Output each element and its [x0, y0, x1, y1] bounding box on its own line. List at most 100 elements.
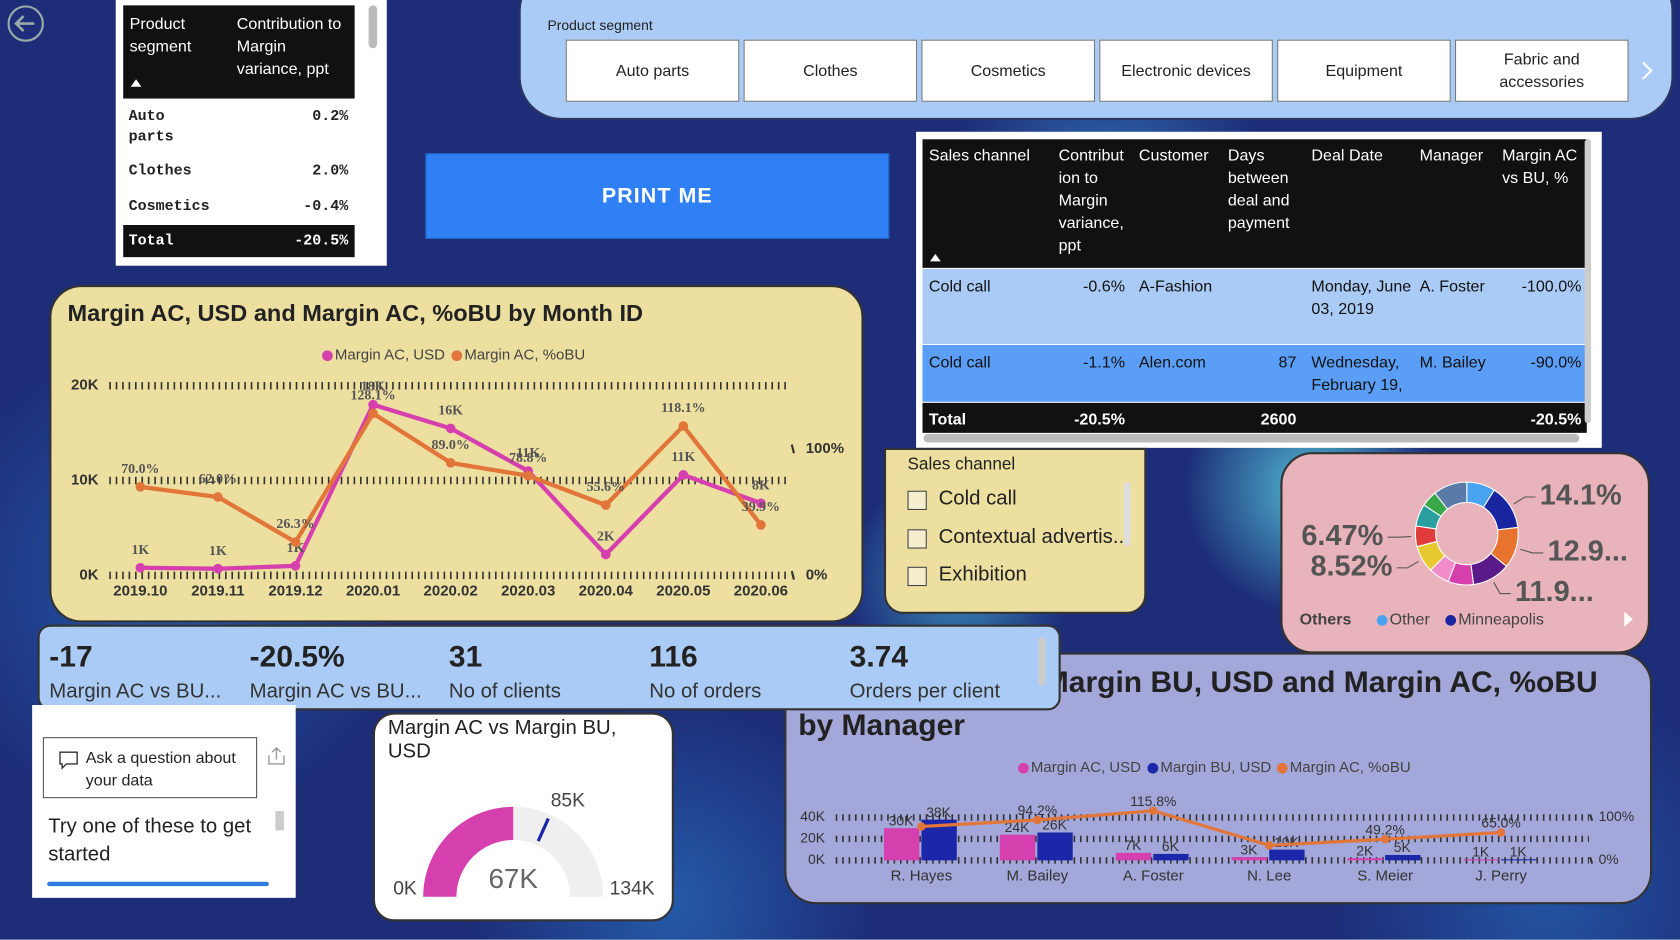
matrix-row-value: -0.4%: [303, 198, 349, 216]
data-label: 11.9...: [1515, 576, 1594, 608]
slicer-button[interactable]: Equipment: [1277, 39, 1451, 102]
checkbox[interactable]: [907, 566, 927, 587]
scrollbar: [1584, 139, 1592, 424]
bar: [1347, 858, 1384, 861]
legend-marker: [1147, 762, 1159, 774]
data-label: 8K: [752, 478, 770, 493]
slicer-button[interactable]: Cosmetics: [921, 39, 1096, 102]
kpi-value: -17: [49, 639, 93, 673]
y-tick-label: 10K: [71, 472, 99, 489]
legend-label: Minneapolis: [1458, 611, 1544, 629]
x-tick-label: 2020.01: [346, 582, 400, 599]
legend-label: Margin AC, %oBU: [464, 347, 585, 364]
max-label: 134K: [610, 878, 655, 899]
kpi-label: No of orders: [649, 680, 762, 703]
y-tick-label: 0K: [79, 566, 98, 583]
checkbox[interactable]: [907, 490, 927, 511]
table-header-cell: Days between deal and payment: [1227, 146, 1290, 233]
bar: [1385, 855, 1421, 861]
table-row: [922, 345, 1587, 402]
x-tick-label: J. Perry: [1475, 867, 1527, 884]
data-point: [600, 500, 611, 510]
leader-line: [1396, 560, 1419, 569]
checkbox[interactable]: [907, 528, 927, 549]
data-point: [290, 561, 301, 571]
data-label: 62.0%: [199, 472, 237, 487]
matrix-row-label: Clothes: [128, 162, 192, 181]
table-cell: M. Bailey: [1419, 353, 1486, 372]
bar: [1463, 859, 1499, 861]
data-label: 26.3%: [276, 517, 314, 532]
table-total-cell: -20.5%: [1530, 410, 1582, 429]
data-label: 1K: [209, 544, 227, 559]
scrollbar: [368, 5, 378, 49]
data-point: [1496, 828, 1506, 837]
y2-tick: [790, 570, 795, 580]
x-tick-label: 2020.06: [734, 582, 788, 599]
data-point: [368, 399, 378, 410]
legend-marker: [1276, 762, 1288, 774]
slicer-button[interactable]: Fabric and accessories: [1455, 39, 1629, 102]
line-chart: Margin AC, USD and Margin AC, %oBU by Mo…: [68, 300, 845, 599]
x-tick-label: A. Foster: [1123, 867, 1184, 884]
matrix-total-row: [123, 225, 355, 258]
data-label: 6K: [1162, 838, 1180, 854]
table-total-cell: Total: [928, 410, 967, 429]
table-cell: Wednesday, February 19, 2020: [1311, 353, 1403, 395]
table-cell: -1.1%: [1083, 353, 1126, 372]
y2-tick-label: 100%: [806, 440, 844, 457]
print-button[interactable]: PRINT ME: [425, 153, 890, 239]
data-point: [678, 421, 689, 431]
x-tick-label: 2020.03: [501, 582, 555, 599]
bar: [1269, 849, 1305, 861]
legend-marker: [451, 350, 463, 362]
y-tick-label: 20K: [800, 830, 825, 846]
data-point: [1380, 834, 1390, 844]
bar: [1153, 853, 1189, 861]
data-label: 10K: [1274, 834, 1299, 850]
share-icon: [268, 746, 285, 765]
data-point: [1033, 815, 1042, 825]
scrollbar: [275, 811, 284, 831]
matrix-header: [123, 5, 355, 99]
x-tick-label: 2019.11: [191, 582, 244, 599]
data-label: 3K: [1240, 841, 1258, 857]
table-cell: A-Fashion: [1138, 277, 1213, 296]
data-label: 1K: [1472, 844, 1490, 860]
kpi-value: 31: [448, 639, 483, 673]
data-point: [445, 458, 456, 468]
data-label: 89.0%: [432, 438, 470, 453]
slicer-button[interactable]: Electronic devices: [1099, 39, 1273, 102]
y-tick-label: 0K: [808, 851, 826, 867]
channel-slicer: [883, 447, 1147, 614]
table-cell: Cold call: [928, 277, 991, 296]
legend-label: Margin BU, USD: [1160, 759, 1271, 776]
data-label: 49.2%: [1365, 821, 1404, 837]
x-tick-label: 2020.02: [424, 582, 478, 599]
data-point: [445, 423, 456, 434]
slicer-button[interactable]: Auto parts: [565, 39, 740, 102]
table-header-cell: Customer: [1138, 146, 1209, 166]
qna-input[interactable]: [42, 737, 258, 799]
qna-prompt: Ask a question about your data: [85, 748, 236, 790]
slicer-button[interactable]: Clothes: [743, 39, 918, 102]
table-total-cell: 2600: [1260, 410, 1297, 429]
data-label: 115.8%: [1130, 793, 1176, 809]
combo-chart: Margin AC, USD Margin BU, USD Margin AC, %…: [800, 759, 1634, 884]
series-line: [921, 809, 1502, 847]
table-header-cell: Deal Date: [1311, 146, 1383, 166]
table-cell: Monday, June 03, 2019: [1311, 277, 1412, 319]
data-label: 11K: [516, 446, 540, 461]
progress-bar: [47, 881, 269, 887]
y2-tick: [1588, 856, 1594, 864]
slicer-title: Product segment: [547, 17, 653, 34]
chat-icon: [59, 751, 78, 770]
bar: [1231, 857, 1268, 861]
min-label: 0K: [393, 878, 417, 899]
data-label: 118.1%: [661, 401, 705, 416]
kpi-label: No of clients: [448, 680, 561, 703]
table-cell: Cold call: [928, 353, 991, 372]
legend-label: Other: [1390, 611, 1431, 629]
